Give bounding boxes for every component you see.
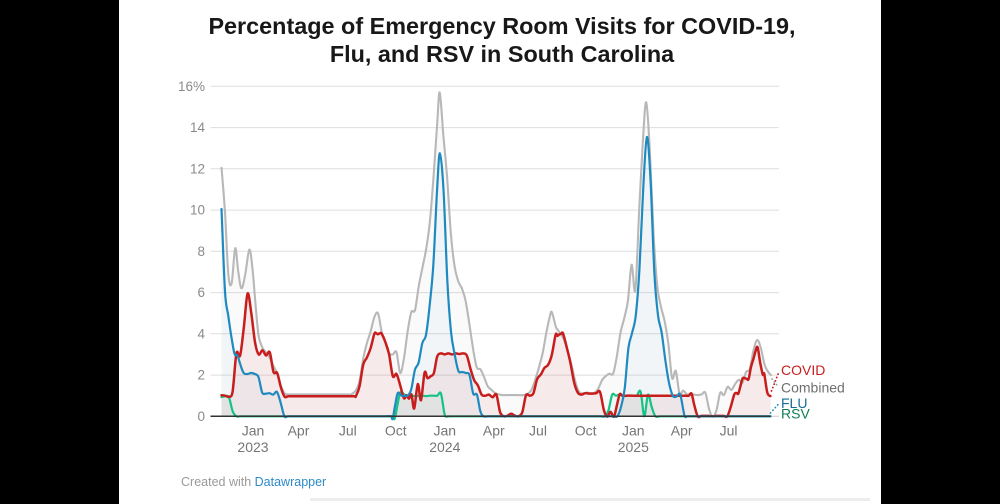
svg-text:Jan: Jan [434,423,457,439]
svg-text:6: 6 [197,285,205,300]
svg-text:2024: 2024 [429,439,460,455]
svg-text:2025: 2025 [618,439,649,455]
svg-text:12: 12 [190,161,205,176]
svg-text:Jul: Jul [529,423,547,439]
svg-text:0: 0 [197,409,205,424]
svg-text:Oct: Oct [385,423,407,439]
svg-text:Oct: Oct [575,423,597,439]
svg-text:Apr: Apr [483,423,505,439]
svg-text:2023: 2023 [237,439,268,455]
svg-text:14: 14 [190,120,206,135]
svg-text:Jul: Jul [339,423,357,439]
svg-text:2: 2 [197,368,205,383]
svg-text:FLU: FLU [781,395,807,411]
svg-text:Jan: Jan [242,423,265,439]
svg-text:16%: 16% [178,79,205,94]
svg-text:8: 8 [197,244,205,259]
svg-text:Apr: Apr [671,423,693,439]
svg-text:Apr: Apr [288,423,310,439]
svg-text:Jul: Jul [720,423,738,439]
svg-text:10: 10 [190,203,205,218]
svg-text:Jan: Jan [622,423,645,439]
svg-text:RSV: RSV [781,406,810,422]
svg-text:COVID: COVID [781,362,825,378]
svg-text:4: 4 [197,326,205,341]
svg-text:Combined: Combined [781,380,845,396]
